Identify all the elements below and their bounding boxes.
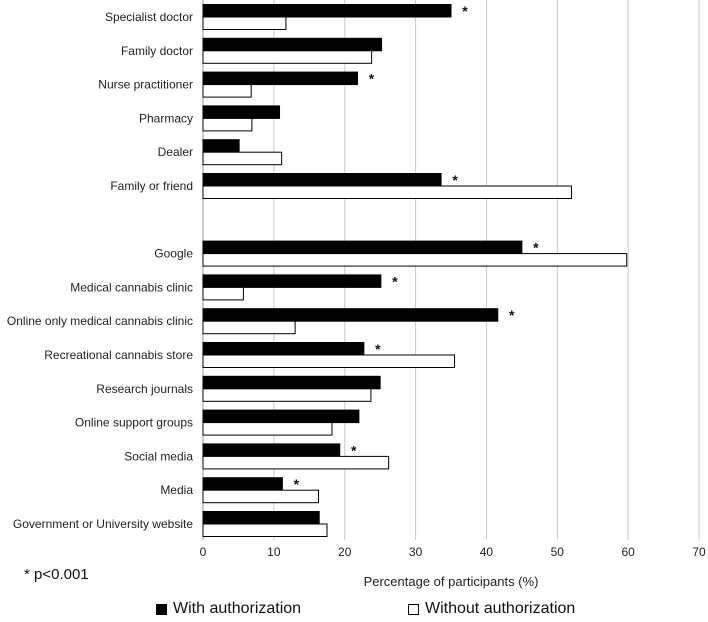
x-axis-ticks: 0 10 20 30 40 50 60 70 [200, 545, 706, 559]
category-label: Media [160, 483, 193, 497]
significance-asterisk: * [294, 476, 300, 492]
category-label: Medical cannabis clinic [70, 280, 193, 294]
bar-without-authorization [202, 354, 456, 368]
category-label: Family or friend [110, 179, 193, 193]
bar-without-authorization [202, 523, 328, 537]
bar-without-authorization [202, 253, 628, 267]
bar-with-authorization [202, 173, 442, 187]
x-axis-title: Percentage of participants (%) [364, 574, 539, 589]
bar-without-authorization [202, 84, 252, 98]
category-label: Pharmacy [139, 111, 193, 125]
significance-asterisk: * [462, 3, 468, 19]
x-tick-label: 50 [551, 545, 565, 559]
significance-asterisk: * [533, 240, 539, 256]
category-label: Nurse practitioner [98, 78, 193, 92]
x-tick-label: 10 [267, 545, 281, 559]
legend-item-without-authorization: Without authorization [408, 600, 575, 618]
footnote: * p<0.001 [24, 566, 89, 583]
category-label: Family doctor [121, 44, 193, 58]
bar-with-authorization [202, 274, 382, 288]
significance-asterisk: * [452, 172, 458, 188]
category-label: Research journals [96, 382, 193, 396]
category-label: Dealer [158, 145, 193, 159]
bar-with-authorization [202, 342, 365, 356]
bar-with-authorization [202, 139, 240, 153]
bar-with-authorization [202, 37, 383, 52]
bar-without-authorization [202, 320, 296, 335]
category-label: Online only medical cannabis clinic [7, 314, 193, 328]
category-labels: Specialist doctor Family doctor Nurse prac… [7, 10, 193, 531]
bar-without-authorization [202, 455, 390, 470]
bar-with-authorization [202, 375, 381, 390]
bar-without-authorization [202, 286, 244, 301]
bar-with-authorization [202, 443, 341, 457]
category-label: Recreational cannabis store [44, 348, 193, 362]
bar-without-authorization [202, 422, 333, 436]
x-tick-label: 30 [409, 545, 423, 559]
x-tick-label: 0 [200, 545, 207, 559]
legend-label: With authorization [173, 600, 302, 617]
bar-without-authorization [202, 16, 287, 30]
category-label: Google [154, 247, 193, 261]
bar-without-authorization [202, 185, 572, 199]
bars [202, 4, 628, 537]
significance-markers: * * * * * * * * * [294, 3, 539, 492]
bar-with-authorization [202, 308, 499, 322]
category-label: Social media [124, 449, 193, 463]
bar-with-authorization [202, 71, 358, 86]
bar-with-authorization [202, 240, 523, 255]
bar-without-authorization [202, 50, 373, 64]
legend-item-with-authorization: With authorization [156, 600, 301, 618]
bar-with-authorization [202, 511, 320, 525]
x-tick-label: 20 [338, 545, 352, 559]
significance-asterisk: * [509, 307, 515, 323]
significance-asterisk: * [369, 71, 375, 87]
legend-label: Without authorization [425, 600, 576, 617]
category-label: Specialist doctor [105, 10, 193, 24]
bar-without-authorization [202, 117, 253, 132]
bar-with-authorization [202, 477, 283, 491]
bar-chart: Specialist doctor Family doctor Nurse prac… [7, 0, 706, 589]
gridlines [202, 0, 700, 540]
significance-asterisk: * [375, 341, 381, 357]
x-tick-label: 40 [480, 545, 494, 559]
category-label: Online support groups [75, 416, 193, 430]
legend-swatch-black [156, 603, 167, 615]
significance-asterisk: * [392, 273, 398, 289]
bar-without-authorization [202, 388, 372, 402]
category-label: Government or University website [13, 517, 193, 531]
x-tick-label: 70 [692, 545, 706, 559]
legend-swatch-white [408, 603, 419, 615]
bar-with-authorization [202, 409, 360, 424]
x-tick-label: 60 [621, 545, 635, 559]
significance-asterisk: * [351, 442, 357, 458]
bar-with-authorization [202, 4, 452, 18]
bar-without-authorization [202, 489, 319, 504]
bar-without-authorization [202, 151, 283, 166]
bar-with-authorization [202, 105, 281, 119]
